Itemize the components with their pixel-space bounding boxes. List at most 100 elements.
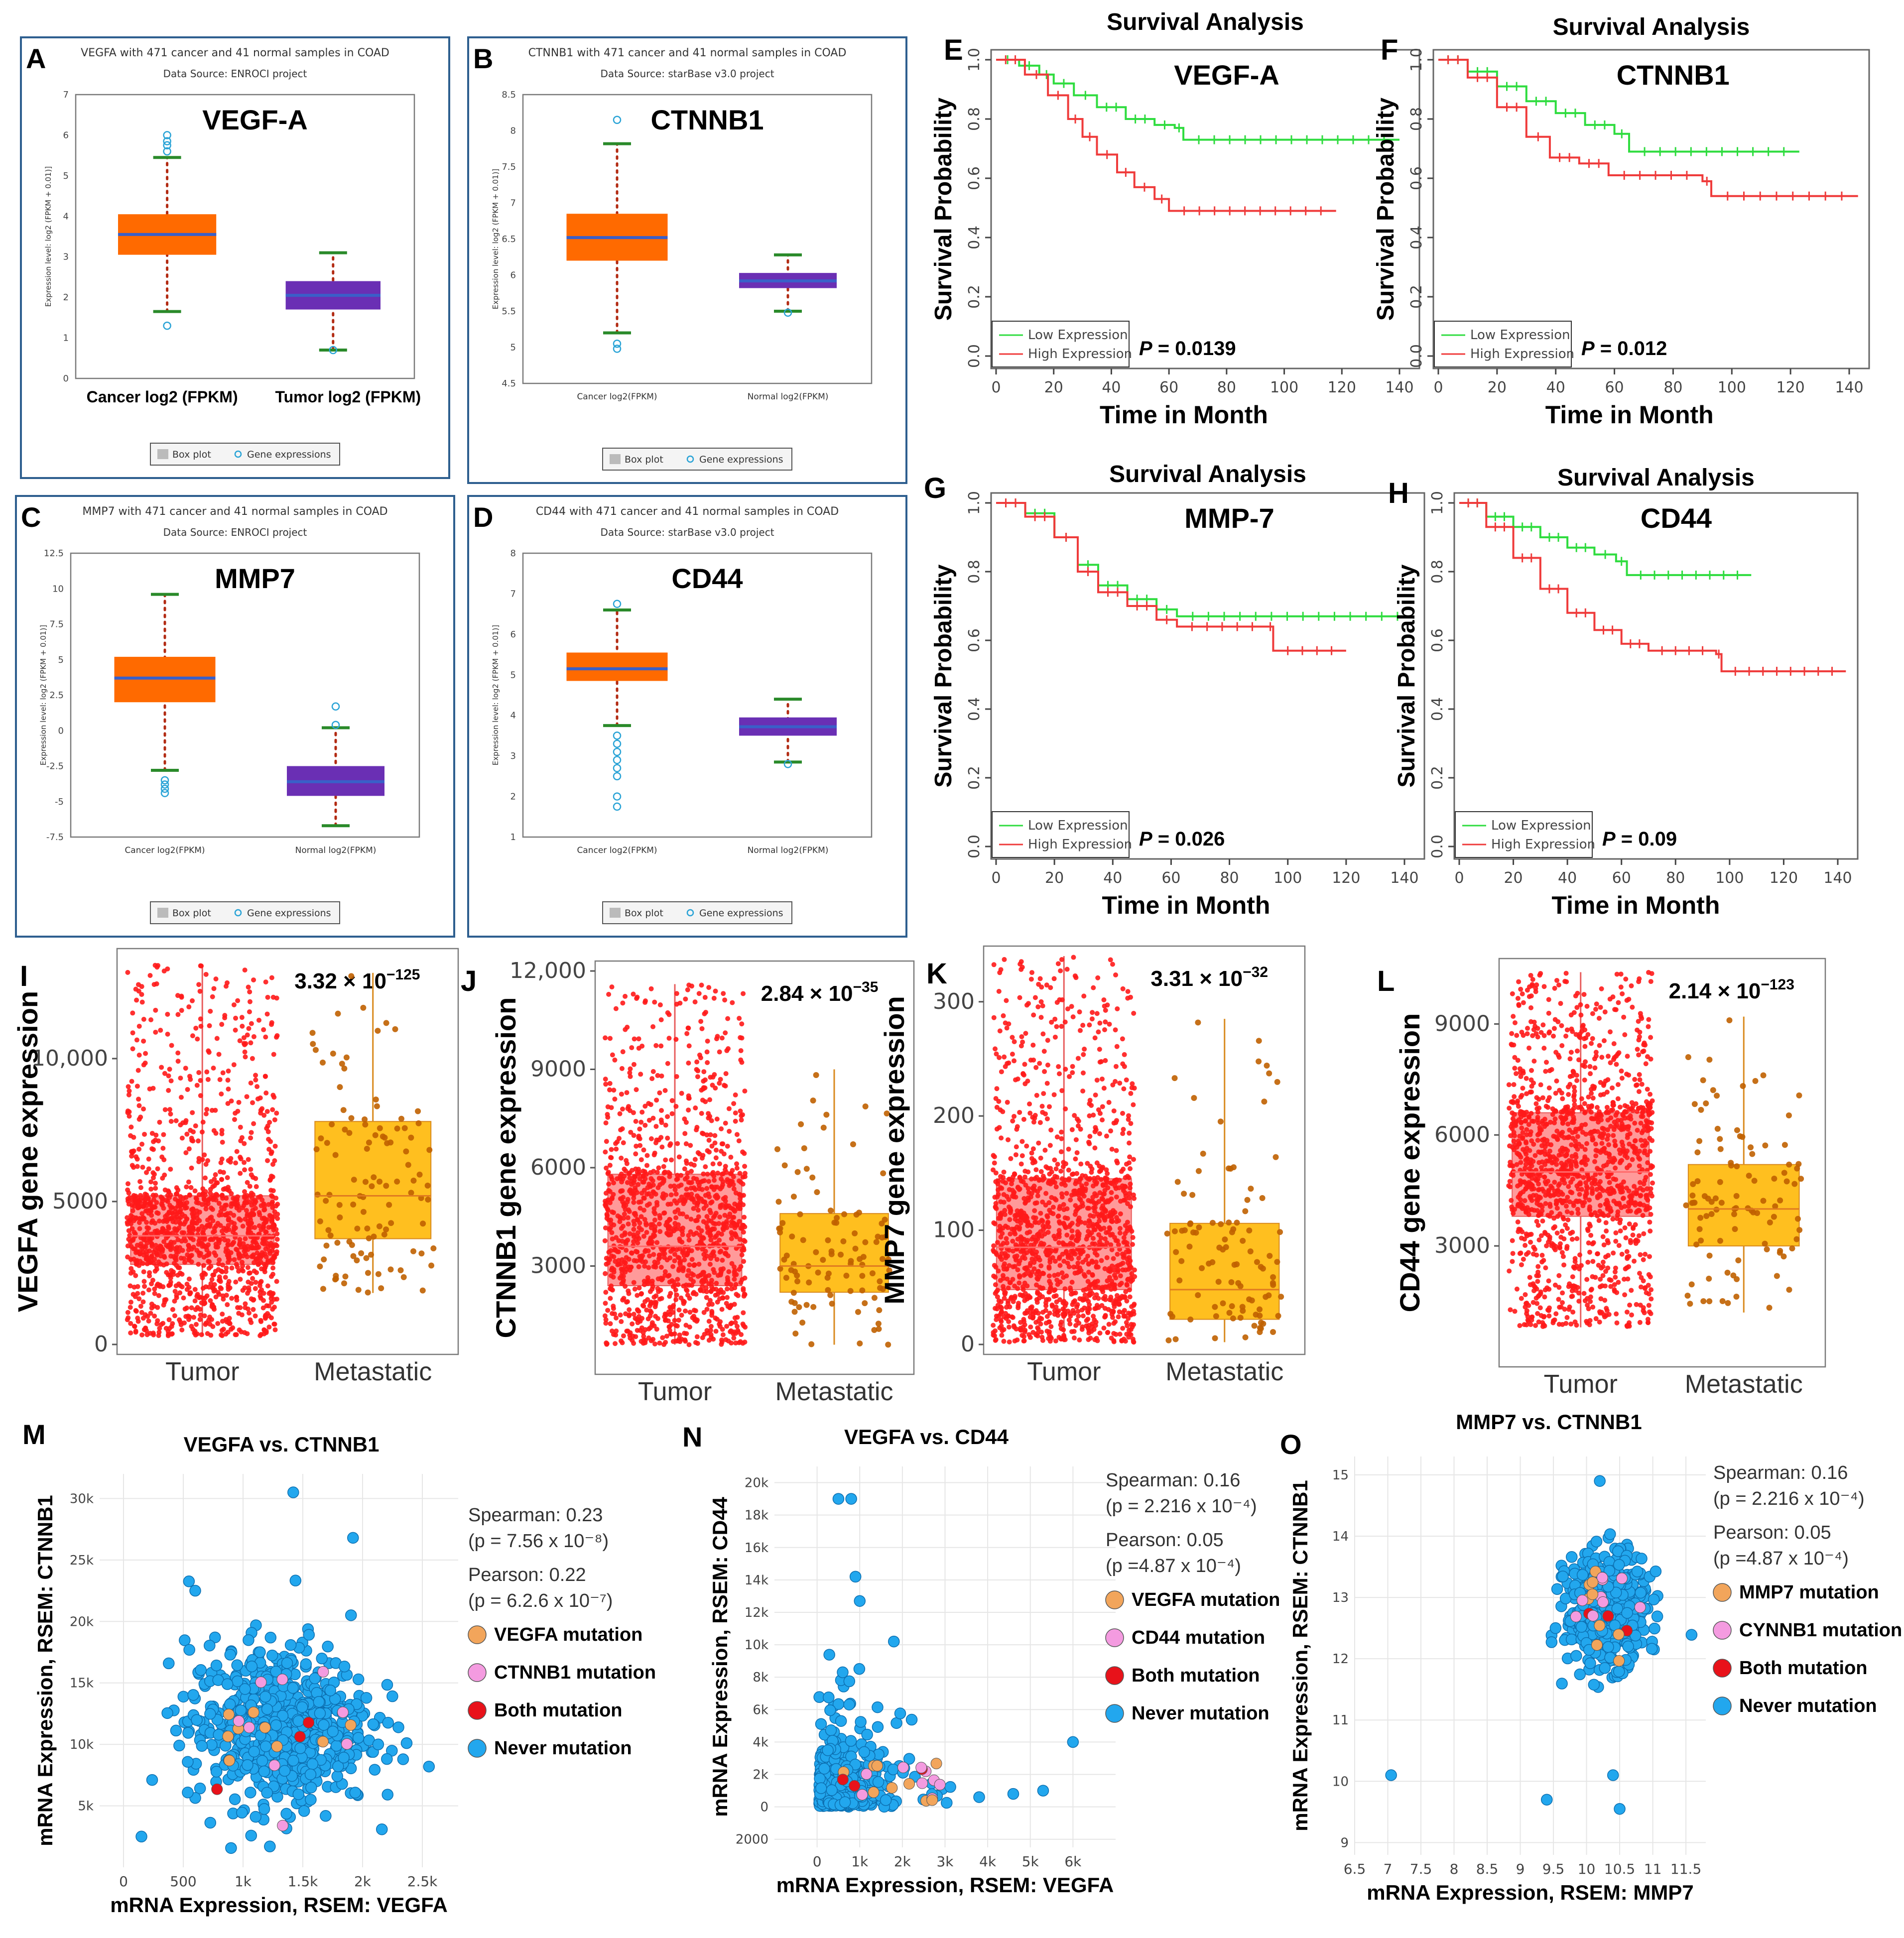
data-point <box>1025 1238 1030 1243</box>
data-point <box>624 1161 630 1166</box>
data-point <box>172 1226 177 1231</box>
data-point <box>620 1199 626 1205</box>
data-point <box>672 1258 677 1264</box>
x-tick-label: 40 <box>1103 869 1122 887</box>
data-point <box>1104 1255 1110 1260</box>
data-point <box>1017 1186 1022 1192</box>
data-point <box>638 1214 644 1219</box>
data-point <box>1052 1034 1058 1040</box>
data-point <box>698 1288 703 1293</box>
data-point <box>991 1243 997 1248</box>
data-point <box>1217 1118 1224 1125</box>
data-point <box>1048 1127 1054 1133</box>
data-point <box>1073 975 1079 980</box>
data-point <box>1028 976 1034 982</box>
data-point <box>789 1233 795 1240</box>
data-point <box>662 1210 667 1215</box>
data-point <box>637 1328 643 1333</box>
data-point <box>155 1166 160 1172</box>
data-point <box>1061 1327 1066 1332</box>
data-point <box>682 1166 687 1172</box>
data-point <box>725 1016 731 1021</box>
data-point <box>991 1153 996 1158</box>
data-point <box>1113 1027 1118 1033</box>
data-point <box>704 1220 709 1226</box>
data-point <box>1114 1148 1119 1153</box>
data-point <box>420 1220 426 1227</box>
data-point <box>201 1263 206 1268</box>
data-point <box>1007 1263 1012 1268</box>
data-point <box>695 1200 701 1206</box>
data-point <box>1050 1205 1056 1210</box>
data-point <box>369 1183 375 1190</box>
data-point <box>1030 1311 1036 1317</box>
y-tick-label: 5 <box>63 171 69 181</box>
data-point <box>1216 1244 1223 1251</box>
data-point <box>231 1201 236 1206</box>
data-point <box>658 1275 664 1281</box>
data-point <box>1086 1177 1092 1182</box>
data-point <box>1131 1102 1136 1107</box>
data-point <box>1270 1282 1276 1288</box>
data-point <box>1050 1255 1055 1260</box>
data-point <box>1016 1280 1022 1286</box>
legend-marker <box>686 909 694 917</box>
data-point <box>332 1152 339 1158</box>
data-point <box>313 1146 320 1152</box>
data-point <box>713 1194 718 1199</box>
data-point <box>162 1071 167 1076</box>
data-point <box>237 1038 243 1044</box>
outlier-point <box>613 802 622 811</box>
data-point <box>706 1337 712 1343</box>
data-point <box>705 1038 710 1044</box>
data-point <box>1011 1248 1016 1254</box>
data-point <box>618 1261 624 1267</box>
gene-label: VEGF-A <box>202 104 308 135</box>
data-point <box>202 1300 208 1306</box>
data-point <box>833 1219 840 1226</box>
data-point <box>607 1087 613 1092</box>
data-point <box>1037 1061 1042 1066</box>
data-point <box>1100 1117 1105 1123</box>
data-point <box>731 1335 737 1341</box>
data-point <box>1249 1297 1255 1304</box>
legend-box <box>602 448 792 471</box>
data-point <box>1025 1169 1031 1175</box>
data-point <box>721 1171 726 1177</box>
data-point <box>1036 1220 1041 1225</box>
chart-title: Survival Analysis <box>1107 9 1304 35</box>
data-point <box>606 1256 611 1262</box>
data-point <box>152 1291 157 1296</box>
data-point <box>1125 1201 1130 1207</box>
data-point <box>1056 1213 1061 1219</box>
data-point <box>156 1138 161 1144</box>
outlier-point <box>613 739 622 748</box>
data-point <box>366 1139 372 1146</box>
data-point <box>1174 1179 1181 1185</box>
data-point <box>337 1214 343 1220</box>
data-point <box>1059 1195 1065 1200</box>
outlier-point <box>613 345 622 353</box>
data-point <box>1103 1313 1108 1318</box>
data-point <box>1012 1283 1017 1289</box>
data-point <box>1070 1248 1076 1254</box>
data-point <box>1088 1213 1093 1218</box>
x-tick-label: 0 <box>1433 379 1443 396</box>
data-point <box>653 1124 659 1129</box>
data-point <box>993 1201 999 1206</box>
data-point <box>646 1265 651 1270</box>
data-point <box>130 1208 135 1213</box>
data-point <box>1121 1235 1127 1240</box>
data-point <box>266 1325 272 1330</box>
data-point <box>1082 1046 1087 1052</box>
data-point <box>212 1307 217 1312</box>
data-point <box>603 1035 608 1041</box>
data-point <box>257 1333 263 1338</box>
data-point <box>203 1175 208 1181</box>
data-point <box>741 1286 746 1291</box>
data-point <box>148 1311 153 1316</box>
data-point <box>1120 1260 1126 1266</box>
data-point <box>210 1272 216 1278</box>
data-point <box>713 1155 719 1161</box>
data-point <box>144 1240 150 1246</box>
